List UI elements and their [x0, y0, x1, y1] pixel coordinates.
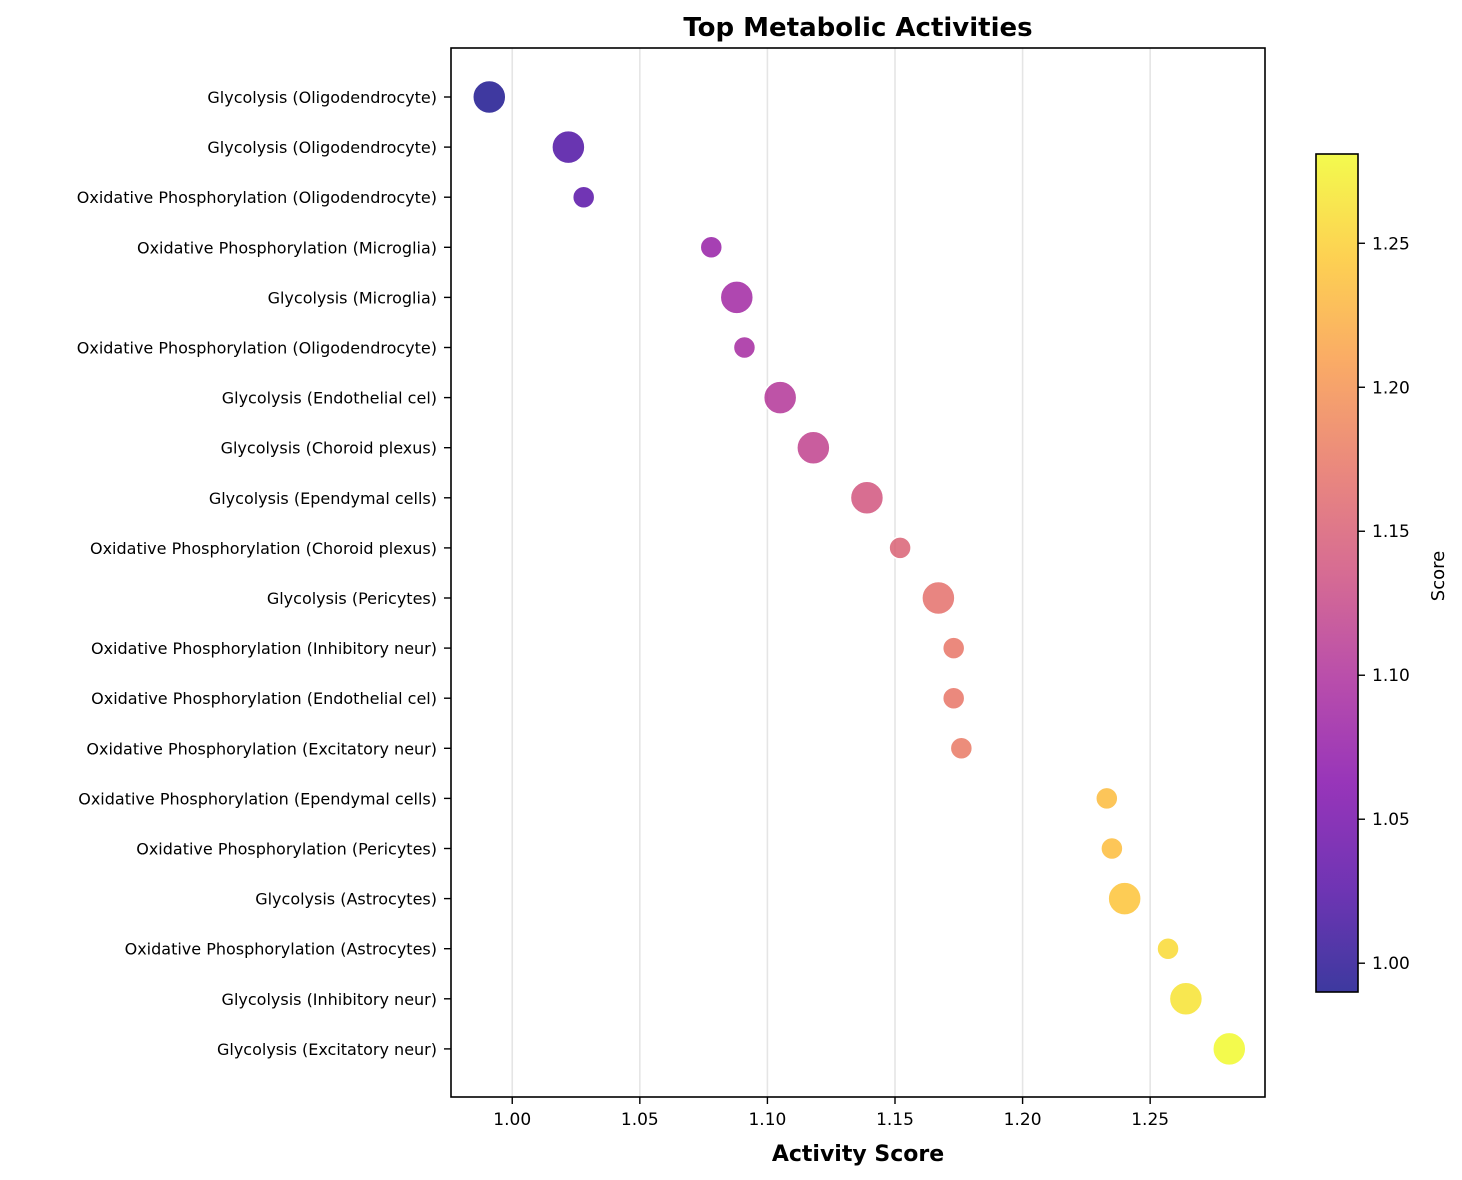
x-tick-label: 1.25 [1131, 1110, 1169, 1130]
x-tick-label: 1.00 [493, 1110, 531, 1130]
data-point [1107, 881, 1142, 916]
x-tick-label: 1.15 [876, 1110, 914, 1130]
data-points [472, 79, 1247, 1067]
y-tick-label: Glycolysis (Endothelial cel) [222, 389, 437, 408]
x-tick-label: 1.20 [1004, 1110, 1042, 1130]
data-point [732, 335, 757, 360]
y-tick-label: Glycolysis (Astrocytes) [255, 890, 437, 909]
y-tick-label: Oxidative Phosphorylation (Endothelial c… [91, 689, 437, 708]
colorbar-label: Score [1428, 551, 1449, 601]
colorbar-ticks: 1.00 1.05 1.10 1.15 1.20 1.25 [1358, 234, 1410, 974]
y-tick-label: Glycolysis (Excitatory neur) [217, 1040, 437, 1059]
y-tick-label: Glycolysis (Pericytes) [267, 589, 437, 608]
x-tick-label: 1.05 [621, 1110, 659, 1130]
colorbar-tick-label: 1.25 [1372, 234, 1410, 254]
data-point [551, 129, 586, 165]
y-tick-label: Glycolysis (Choroid plexus) [221, 439, 437, 458]
data-point [1095, 786, 1119, 811]
x-axis-ticks: 1.00 1.05 1.10 1.15 1.20 1.25 [493, 1097, 1169, 1130]
data-point [888, 536, 912, 560]
data-point [719, 280, 755, 315]
data-point [571, 185, 596, 209]
data-point [1100, 836, 1124, 861]
plot-frame [450, 47, 1266, 1098]
y-axis-ticks: Glycolysis (Oligodendrocyte) Glycolysis (… [77, 88, 451, 1059]
data-point [796, 430, 831, 465]
x-tick-label: 1.10 [748, 1110, 786, 1130]
y-tick-label: Glycolysis (Oligodendrocyte) [207, 88, 437, 107]
y-tick-label: Glycolysis (Microglia) [268, 288, 437, 307]
y-tick-label: Oxidative Phosphorylation (Astrocytes) [125, 940, 437, 959]
x-gridlines [511, 48, 1151, 1097]
data-point [1168, 981, 1204, 1017]
colorbar-tick-label: 1.10 [1372, 666, 1410, 686]
y-tick-label: Oxidative Phosphorylation (Choroid plexu… [90, 539, 437, 558]
data-point [941, 636, 966, 660]
data-point [1156, 936, 1180, 961]
y-tick-label: Oxidative Phosphorylation (Inhibitory ne… [91, 639, 437, 658]
y-tick-label: Oxidative Phosphorylation (Pericytes) [136, 840, 437, 859]
data-point [941, 686, 966, 710]
data-point [921, 580, 956, 616]
colorbar-gradient [1316, 154, 1358, 992]
data-point [1212, 1031, 1247, 1067]
colorbar-tick-label: 1.15 [1372, 522, 1410, 542]
y-tick-label: Oxidative Phosphorylation (Excitatory ne… [86, 739, 437, 758]
x-axis-label: Activity Score [772, 1142, 944, 1167]
colorbar: 1.00 1.05 1.10 1.15 1.20 1.25 Score [1315, 153, 1449, 993]
y-tick-label: Oxidative Phosphorylation (Oligodendrocy… [77, 339, 437, 358]
colorbar-tick-label: 1.05 [1372, 810, 1410, 830]
y-tick-label: Oxidative Phosphorylation (Ependymal cel… [78, 789, 437, 808]
y-tick-label: Glycolysis (Ependymal cells) [209, 489, 437, 508]
colorbar-tick-label: 1.20 [1372, 378, 1410, 398]
y-tick-label: Oxidative Phosphorylation (Oligodendrocy… [77, 188, 437, 207]
colorbar-frame [1315, 153, 1359, 993]
colorbar-tick-label: 1.00 [1372, 954, 1410, 974]
data-point [699, 235, 724, 260]
data-point [472, 79, 507, 115]
y-tick-label: Glycolysis (Oligodendrocyte) [207, 138, 437, 157]
data-point [762, 380, 798, 415]
chart-title: Top Metabolic Activities [683, 13, 1032, 43]
data-point [849, 480, 885, 516]
y-tick-label: Oxidative Phosphorylation (Microglia) [137, 238, 437, 257]
data-point [949, 736, 974, 761]
y-tick-label: Glycolysis (Inhibitory neur) [222, 990, 437, 1009]
